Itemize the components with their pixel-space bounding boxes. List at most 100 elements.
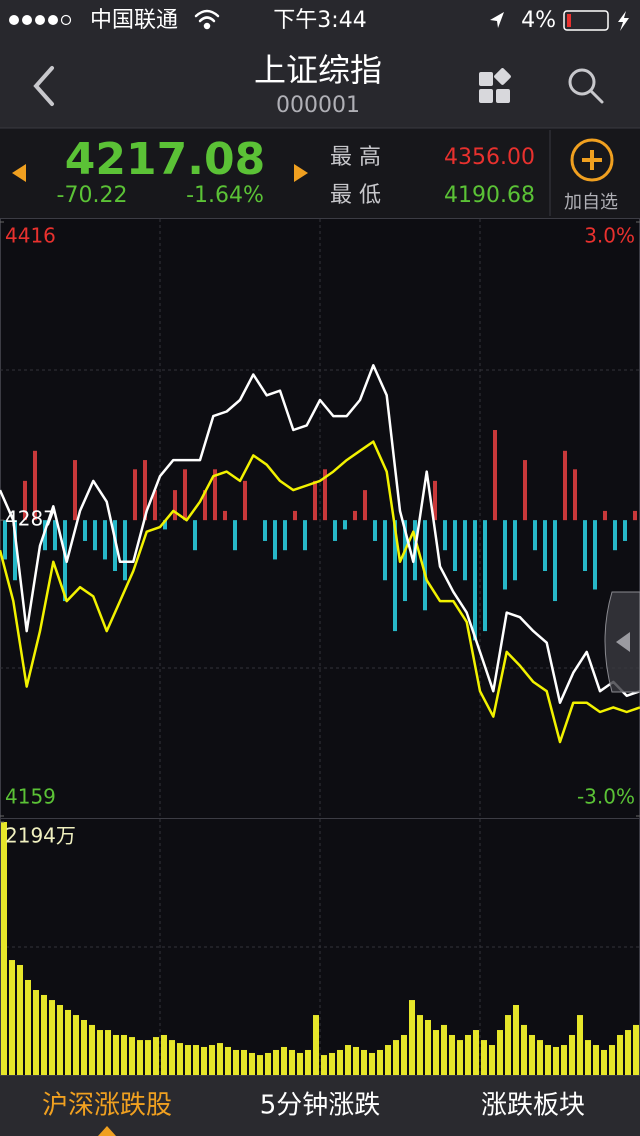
volume-bar [385,1045,391,1075]
prev-arrow[interactable] [12,164,26,182]
back-button[interactable] [33,66,54,106]
plot: 4159 4287 4416 3.0% -3.0% 2194万 [0,221,640,1075]
volume-bar [617,1034,623,1075]
flow-bar [313,480,317,521]
high: 4356.00 [444,145,535,170]
volume-bar [185,1045,191,1075]
volume-bar [529,1034,535,1075]
location-icon [490,12,504,28]
tab[interactable]: 涨跌板块 [481,1091,585,1121]
volume-bar [113,1034,119,1075]
volume-bar [585,1040,591,1075]
volume-bar [417,1015,423,1075]
flow-bar [103,520,107,560]
flow-bar [553,520,557,602]
flow-bar [123,520,127,581]
flow-bar [493,430,497,521]
flow-bar [293,510,297,521]
volume-bar [289,1049,295,1075]
volume-bar [9,960,15,1075]
flow-bar [263,520,267,541]
volume-bar [545,1045,551,1075]
volume-bar [361,1049,367,1075]
flow-bar [423,520,427,611]
search-icon[interactable] [568,68,604,104]
volume-bar [1,822,7,1075]
volume-bar [481,1040,487,1075]
volume-bar [33,990,39,1075]
volume-bar [457,1040,463,1075]
flow-bar [373,520,377,541]
volume-bar [393,1040,399,1075]
volume-bar [313,1015,319,1075]
volume-bar [105,1030,111,1075]
volume-bar [577,1015,583,1075]
battery-level [567,14,571,27]
change: -70.22 [57,183,128,208]
clock: 下午3:44 [273,8,366,33]
volume-bar [377,1049,383,1075]
flow-bar [273,520,277,560]
volume-bar [161,1034,167,1075]
flow-bar [53,520,57,551]
wifi-icon [194,9,220,30]
volume-bar [465,1034,471,1075]
volume-bar [601,1049,607,1075]
volume-bar [593,1045,599,1075]
flow-bar [13,520,17,581]
flow-bar [63,520,67,602]
low-label: 最 低 [330,183,381,208]
flow-bar [513,520,517,581]
flow-bar [133,469,137,521]
flow-bar [443,520,447,551]
volume-bar [225,1046,231,1075]
flow-bar [523,460,527,521]
add-button[interactable] [570,138,614,182]
next-arrow[interactable] [294,164,308,182]
flow-bar [93,520,97,551]
top-bar [0,0,640,128]
flow-bar [183,469,187,521]
tab[interactable]: 5分钟涨跌 [260,1091,381,1121]
change-pct: -1.64% [186,183,264,208]
volume-bar [633,1024,639,1075]
volume-bar [81,1019,87,1075]
price-pane [0,218,640,819]
flow-bar [633,510,637,521]
volume-bar [513,1005,519,1075]
volume-bar [17,964,23,1075]
volume-bar [169,1040,175,1075]
volume-tick-label: 2194万 [5,824,76,848]
flow-bar [23,480,27,521]
flow-bar [343,520,347,530]
volume-bar [73,1015,79,1075]
grid-icon[interactable] [479,67,512,103]
volume-bar [97,1030,103,1075]
flow-bar [73,460,77,521]
y-tick-label: 4159 [5,785,56,809]
flow-bar [303,520,307,551]
grid [0,219,640,1075]
tab[interactable]: 沪深涨跌股 [42,1091,172,1121]
flow-bar [223,510,227,521]
flow-bar [503,520,507,590]
volume-bar [209,1045,215,1075]
volume-bar [449,1034,455,1075]
volume-bar [49,1000,55,1075]
price: 4217.08 [65,134,265,185]
flow-bar [593,520,597,590]
volume-bar [337,1049,343,1075]
volume-bar [249,1052,255,1075]
flow-bar [323,469,327,521]
flow-bar [613,520,617,551]
volume-bar [433,1030,439,1075]
volume-bar [505,1015,511,1075]
volume-bar [609,1045,615,1075]
low: 4190.68 [444,183,535,208]
volume-bar [193,1045,199,1075]
volume-bar [153,1037,159,1075]
flow-bar [233,520,237,551]
y-tick-label: 4287 [5,507,56,531]
quote-bar [0,128,640,218]
